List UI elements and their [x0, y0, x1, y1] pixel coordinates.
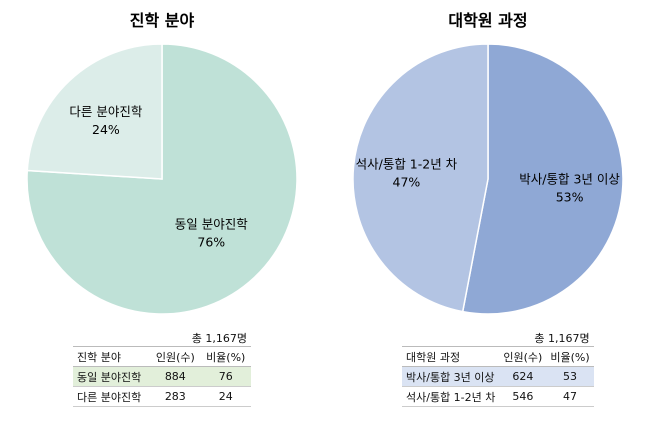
slice-name-label: 동일 분야진학	[175, 217, 248, 232]
pie-slice	[26, 43, 163, 180]
slice-value-label: 24%	[92, 122, 120, 137]
right-row2-name: 석사/통합 1-2년 차	[402, 386, 500, 407]
left-row1-count: 884	[150, 366, 201, 387]
right-row1-ratio: 53	[546, 366, 594, 387]
table-row: 박사/통합 3년 이상 624 53	[402, 366, 594, 387]
right-row2-ratio: 47	[546, 386, 594, 407]
table-row: 다른 분야진학 283 24	[73, 386, 251, 407]
left-row2-count: 283	[150, 386, 201, 407]
right-data-table: 총 1,167명 대학원 과정 인원(수) 비율(%) 박사/통합 3년 이상 …	[402, 330, 594, 407]
slice-value-label: 47%	[393, 174, 421, 189]
left-row1-name: 동일 분야진학	[73, 366, 151, 387]
right-header-count: 인원(수)	[499, 346, 547, 367]
chart-title: 대학원 과정	[448, 11, 527, 30]
slice-name-label: 박사/통합 3년 이상	[519, 172, 620, 187]
right-row1-name: 박사/통합 3년 이상	[402, 366, 500, 387]
chart-title: 진학 분야	[130, 11, 195, 30]
left-data-table: 총 1,167명 진학 분야 인원(수) 비율(%) 동일 분야진학 884 7…	[73, 330, 251, 407]
pie-slice	[352, 43, 489, 313]
left-header-count: 인원(수)	[150, 346, 201, 367]
left-row1-ratio: 76	[200, 366, 251, 387]
left-header-ratio: 비율(%)	[200, 346, 251, 367]
slice-name-label: 다른 분야진학	[69, 104, 142, 119]
left-row2-name: 다른 분야진학	[73, 386, 151, 407]
right-table-total: 총 1,167명	[534, 332, 590, 345]
slice-name-label: 석사/통합 1-2년 차	[356, 156, 458, 171]
pie-slice	[461, 43, 624, 315]
right-row2-count: 546	[499, 386, 547, 407]
table-row: 석사/통합 1-2년 차 546 47	[402, 386, 594, 407]
left-row2-ratio: 24	[200, 386, 251, 407]
slice-value-label: 53%	[556, 190, 584, 205]
slice-value-label: 76%	[197, 235, 225, 250]
right-row1-count: 624	[499, 366, 547, 387]
left-header-category: 진학 분야	[73, 346, 151, 367]
table-row: 동일 분야진학 884 76	[73, 366, 251, 387]
left-table-total: 총 1,167명	[191, 332, 247, 345]
right-header-ratio: 비율(%)	[546, 346, 594, 367]
right-header-category: 대학원 과정	[402, 346, 500, 367]
